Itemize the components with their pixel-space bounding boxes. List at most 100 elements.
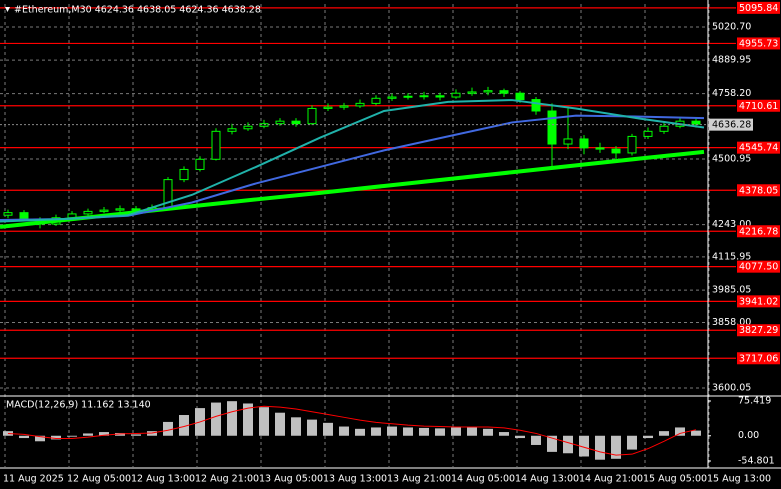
- macd-bar: [307, 419, 317, 436]
- macd-bar: [179, 415, 189, 436]
- candle-body: [323, 106, 333, 109]
- candle-body: [339, 105, 349, 108]
- candle-body: [179, 168, 189, 181]
- candle-body: [419, 95, 429, 98]
- y-tick-label: 4758.20: [712, 88, 751, 99]
- last-price-tag: [709, 118, 753, 131]
- level-tag: [737, 260, 780, 273]
- macd-bar: [547, 435, 557, 452]
- macd-bar: [291, 417, 301, 436]
- macd-bar: [531, 435, 541, 445]
- candle-body: [483, 90, 493, 93]
- candle-body: [611, 148, 621, 154]
- candle-body: [115, 208, 125, 211]
- macd-bar: [51, 435, 61, 440]
- y-tick-label: 75.419: [738, 395, 771, 406]
- y-tick-label: 4243.00: [712, 219, 751, 230]
- level-tag: [737, 184, 780, 197]
- level-label: 4545.74: [739, 143, 778, 154]
- y-tick-label: 3985.05: [712, 285, 751, 296]
- candle-body: [451, 92, 461, 98]
- macd-bar: [83, 433, 93, 436]
- candle-body: [691, 120, 701, 125]
- candle-body: [19, 212, 29, 220]
- level-label: 4378.05: [739, 185, 778, 196]
- level-tag: [737, 37, 780, 50]
- candle-body: [659, 125, 669, 132]
- macd-bar: [371, 427, 381, 436]
- level-label: 4955.73: [739, 38, 778, 49]
- macd-bar: [323, 422, 333, 436]
- macd-bar: [563, 435, 573, 454]
- chart-title: #Ethereum,M30 4624.36 4638.05 4624.36 46…: [14, 5, 261, 16]
- macd-bar: [35, 435, 45, 442]
- macd-bar: [243, 403, 253, 436]
- candle-body: [211, 130, 221, 160]
- level-label: 4077.50: [739, 262, 778, 273]
- level-tag: [737, 324, 780, 337]
- signal-line: [7, 405, 697, 456]
- level-tag: [737, 141, 780, 154]
- candle-body: [3, 212, 13, 216]
- macd-bar: [483, 428, 493, 436]
- x-tick-label: 13 Aug 05:00: [259, 474, 323, 485]
- level-label: 3717.06: [739, 353, 778, 364]
- level-tag: [737, 225, 780, 238]
- x-tick-label: 13 Aug 21:00: [387, 474, 451, 485]
- macd-bar: [403, 427, 413, 436]
- candle-body: [595, 147, 605, 150]
- candle-body: [371, 97, 381, 104]
- x-tick-label: 15 Aug 13:00: [707, 474, 771, 485]
- macd-bar: [515, 435, 525, 439]
- level-label: 4710.61: [739, 101, 778, 112]
- candle-body: [467, 91, 477, 94]
- level-label: 5095.84: [739, 3, 778, 14]
- y-tick-label: 3858.00: [712, 317, 751, 328]
- macd-bar: [99, 432, 109, 436]
- level-tag: [737, 295, 780, 308]
- last-price-label: 4636.28: [712, 120, 751, 131]
- macd-bar: [659, 431, 669, 436]
- x-tick-label: 13 Aug 13:00: [323, 474, 387, 485]
- candle-body: [275, 120, 285, 125]
- macd-bar: [275, 412, 285, 436]
- macd-bar: [499, 432, 509, 436]
- y-tick-label: 4115.95: [712, 251, 751, 262]
- x-tick-label: 11 Aug 2025: [3, 474, 64, 485]
- candle-body: [515, 92, 525, 101]
- macd-bar: [387, 426, 397, 436]
- y-tick-label: -54.801: [738, 456, 775, 467]
- candle-body: [579, 138, 589, 149]
- x-tick-label: 14 Aug 05:00: [451, 474, 515, 485]
- macd-bar: [451, 427, 461, 436]
- x-tick-label: 12 Aug 21:00: [195, 474, 259, 485]
- symbol-icon: [5, 7, 10, 12]
- candle-body: [195, 158, 205, 170]
- level-label: 3941.02: [739, 296, 778, 307]
- macd-bar: [163, 421, 173, 436]
- x-tick-label: 15 Aug 05:00: [643, 474, 707, 485]
- x-tick-label: 14 Aug 21:00: [579, 474, 643, 485]
- x-tick-label: 12 Aug 05:00: [67, 474, 131, 485]
- macd-bar: [419, 427, 429, 436]
- candle-body: [643, 130, 653, 137]
- macd-bar: [611, 435, 621, 459]
- macd-bar: [67, 435, 77, 437]
- level-label: 4216.78: [739, 226, 778, 237]
- level-label: 3827.29: [739, 325, 778, 336]
- macd-bar: [259, 407, 269, 436]
- macd-bar: [467, 426, 477, 436]
- y-tick-label: 5020.70: [712, 21, 751, 32]
- macd-title: MACD(12,26,9) 11.162 13.140: [6, 400, 151, 411]
- candle-body: [227, 128, 237, 132]
- macd-bar: [595, 435, 605, 460]
- candle-body: [627, 135, 637, 154]
- candle-body: [563, 138, 573, 145]
- macd-bar: [691, 430, 701, 436]
- macd-bar: [355, 428, 365, 436]
- y-tick-label: 3600.05: [712, 382, 751, 393]
- macd-bar: [675, 427, 685, 436]
- macd-bar: [227, 401, 237, 436]
